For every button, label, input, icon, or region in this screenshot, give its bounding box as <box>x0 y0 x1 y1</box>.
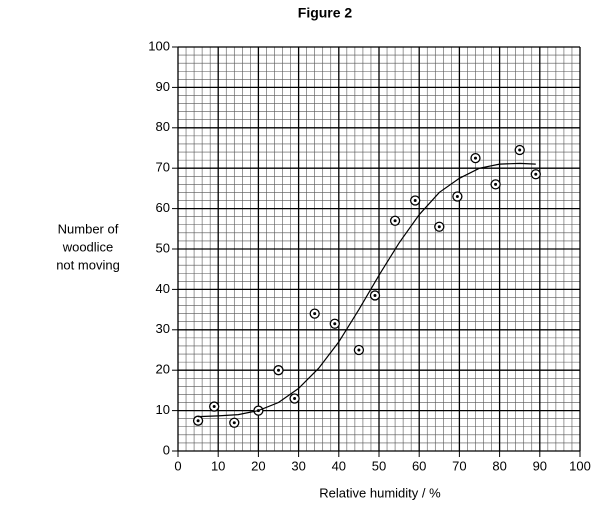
data-point <box>209 401 220 412</box>
data-point <box>353 344 365 356</box>
data-point <box>192 415 204 426</box>
data-point <box>389 215 401 226</box>
y-axis-label: Number of <box>58 221 119 236</box>
data-point <box>309 308 320 319</box>
x-tick-label: 50 <box>372 458 386 473</box>
y-tick-label: 10 <box>156 402 170 417</box>
y-tick-label: 60 <box>156 200 170 215</box>
y-tick-label: 90 <box>156 79 170 94</box>
data-point <box>530 169 541 180</box>
x-tick-label: 40 <box>332 458 346 473</box>
y-tick-label: 0 <box>163 442 170 457</box>
x-tick-label: 0 <box>174 458 181 473</box>
data-point <box>410 195 421 206</box>
y-tick-label: 100 <box>148 38 170 53</box>
chart-title: Figure 2 <box>298 5 353 21</box>
x-tick-label: 30 <box>291 458 305 473</box>
data-point <box>452 191 463 202</box>
y-tick-label: 70 <box>156 160 170 175</box>
x-tick-label: 100 <box>569 458 591 473</box>
data-point <box>229 417 240 428</box>
x-tick-label: 10 <box>211 458 225 473</box>
x-axis-label: Relative humidity / % <box>319 485 441 500</box>
x-tick-label: 20 <box>251 458 265 473</box>
y-tick-label: 50 <box>156 240 170 255</box>
y-tick-label: 20 <box>156 362 170 377</box>
y-tick-label: 40 <box>156 281 170 296</box>
x-tick-label: 90 <box>533 458 547 473</box>
data-point <box>369 290 381 301</box>
fit-curve <box>198 162 536 418</box>
data-point <box>490 179 501 190</box>
y-tick-label: 80 <box>156 119 170 134</box>
data-point <box>434 221 445 232</box>
y-axis-label: not moving <box>56 257 120 272</box>
x-tick-label: 80 <box>492 458 506 473</box>
y-axis-label: woodlice <box>62 239 114 254</box>
data-point <box>514 144 525 156</box>
data-point <box>273 365 284 376</box>
x-tick-label: 60 <box>412 458 426 473</box>
y-tick-label: 30 <box>156 321 170 336</box>
data-point <box>329 318 340 329</box>
data-point <box>470 152 481 164</box>
x-tick-label: 70 <box>452 458 466 473</box>
data-point <box>289 393 300 404</box>
